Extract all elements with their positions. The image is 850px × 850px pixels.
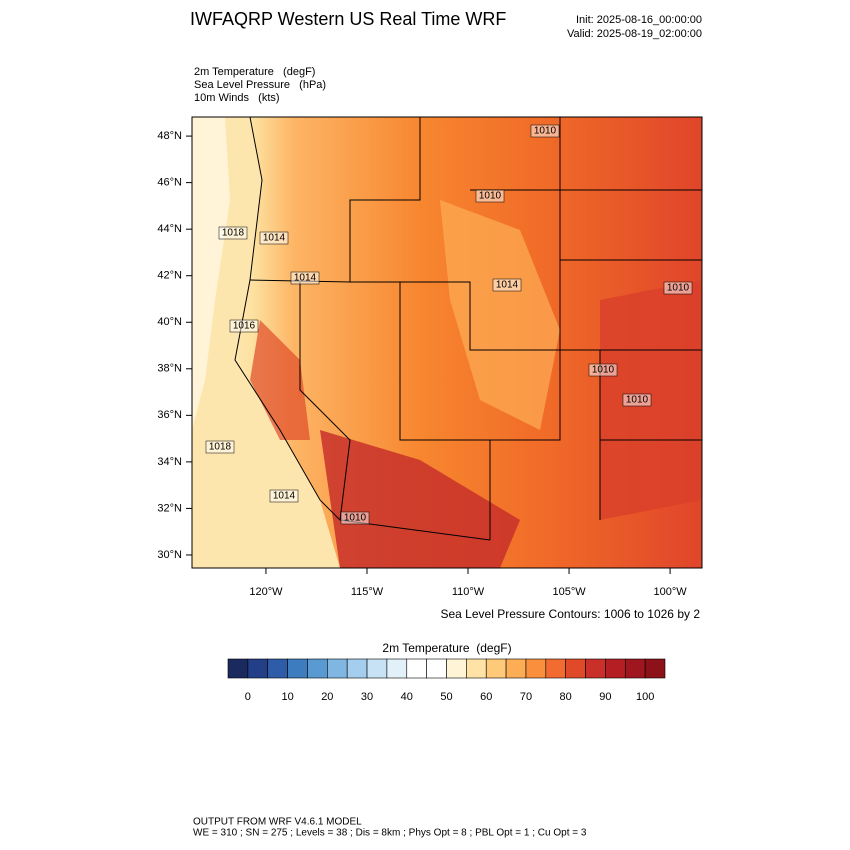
colorbar-box	[466, 658, 487, 679]
colorbar-tick-label: 100	[636, 691, 654, 703]
colorbar-title: 2m Temperature (degF)	[382, 641, 511, 655]
contour-label: 1014	[496, 280, 519, 291]
y-tick-label: 38°N	[157, 363, 182, 375]
init-time: Init: 2025-08-16_00:00:00	[576, 14, 702, 26]
contour-label: 1010	[667, 283, 690, 294]
colorbar-box	[485, 658, 507, 679]
y-tick-label: 42°N	[157, 270, 182, 282]
colorbar-box	[287, 658, 308, 679]
colorbar-tick-label: 70	[520, 691, 532, 703]
y-tick-label: 48°N	[157, 130, 182, 142]
colorbar-tick-label: 10	[281, 691, 293, 703]
colorbar-tick-label: 50	[440, 691, 452, 703]
y-tick-label: 34°N	[157, 456, 182, 468]
contour-label: 1014	[273, 491, 296, 502]
colorbar-tick-label: 30	[361, 691, 373, 703]
colorbar-box	[346, 658, 368, 679]
contour-label-box	[622, 393, 652, 407]
contour-label: 1014	[263, 233, 286, 244]
contour-label-box	[259, 231, 289, 245]
colorbar-tick-label: 60	[480, 691, 492, 703]
valid-time: Valid: 2025-08-19_02:00:00	[567, 28, 702, 40]
y-tick-label: 44°N	[157, 223, 182, 235]
contour-label-box	[229, 319, 259, 333]
field-label: 2m Temperature (degF)	[194, 66, 315, 78]
colorbar-box	[426, 658, 447, 679]
colorbar-box	[644, 658, 666, 679]
contour-label: 1018	[209, 442, 232, 453]
colorbar-box	[307, 658, 328, 679]
colorbar-box	[247, 658, 269, 679]
contour-label: 1014	[294, 273, 317, 284]
colorbar-box	[227, 658, 249, 679]
colorbar-box	[585, 658, 606, 679]
colorbar-box	[267, 658, 288, 679]
map-field	[192, 117, 702, 568]
y-tick-label: 46°N	[157, 177, 182, 189]
y-tick-label: 32°N	[157, 502, 182, 514]
contour-label: 1016	[233, 321, 256, 332]
contour-label-box	[205, 440, 235, 454]
colorbar-box	[386, 658, 408, 679]
colorbar-box	[545, 658, 566, 679]
x-tick-label: 100°W	[654, 586, 688, 598]
contour-label: 1010	[592, 365, 615, 376]
contour-label: 1010	[479, 191, 502, 202]
footer: WE = 310 ; SN = 275 ; Levels = 38 ; Dis …	[193, 828, 587, 839]
x-tick-label: 115°W	[351, 586, 384, 598]
map-frame	[191, 116, 703, 569]
contour-label-box	[588, 363, 618, 377]
x-tick-label: 105°W	[552, 586, 586, 598]
x-tick-label: 120°W	[249, 586, 283, 598]
contour-info: Sea Level Pressure Contours: 1006 to 102…	[441, 607, 701, 621]
colorbar-box	[505, 658, 527, 679]
colorbar-tick-label: 40	[401, 691, 413, 703]
contour-label-box	[530, 124, 560, 138]
contour-labels: 1010 1010 1018 1014 1014 1014 1010 1016 1010 1010…	[205, 124, 693, 525]
colorbar-box	[525, 658, 547, 679]
title: IWFAQRP Western US Real Time WRF	[190, 9, 506, 29]
contour-label-box	[290, 271, 320, 285]
y-tick-label: 30°N	[157, 549, 182, 561]
colorbar-tick-label: 80	[560, 691, 572, 703]
contour-label: 1010	[626, 395, 649, 406]
y-tick-label: 36°N	[157, 409, 182, 421]
colorbar-box	[327, 658, 348, 679]
contour-label: 1018	[222, 228, 245, 239]
field-label: Sea Level Pressure (hPa)	[194, 79, 326, 91]
colorbar-box	[446, 658, 467, 679]
colorbar-box	[406, 658, 427, 679]
field-label: 10m Winds (kts)	[194, 92, 280, 104]
contour-label-box	[218, 226, 248, 240]
colorbar-tick-label: 0	[245, 691, 251, 703]
contour-label: 1010	[534, 126, 557, 137]
colorbar-box	[605, 658, 626, 679]
contour-label: 1010	[344, 513, 367, 524]
x-tick-label: 110°W	[452, 586, 485, 598]
colorbar-box	[366, 658, 388, 679]
contour-label-box	[663, 281, 693, 295]
contour-label-box	[340, 511, 370, 525]
contour-label-box	[492, 278, 522, 292]
y-tick-label: 40°N	[157, 316, 182, 328]
colorbar-box	[565, 658, 586, 679]
contour-label-box	[475, 189, 505, 203]
footer: OUTPUT FROM WRF V4.6.1 MODEL	[193, 817, 362, 828]
colorbar-box	[624, 658, 646, 679]
colorbar-tick-label: 90	[599, 691, 611, 703]
contour-label-box	[269, 489, 299, 503]
colorbar-tick-label: 20	[321, 691, 333, 703]
